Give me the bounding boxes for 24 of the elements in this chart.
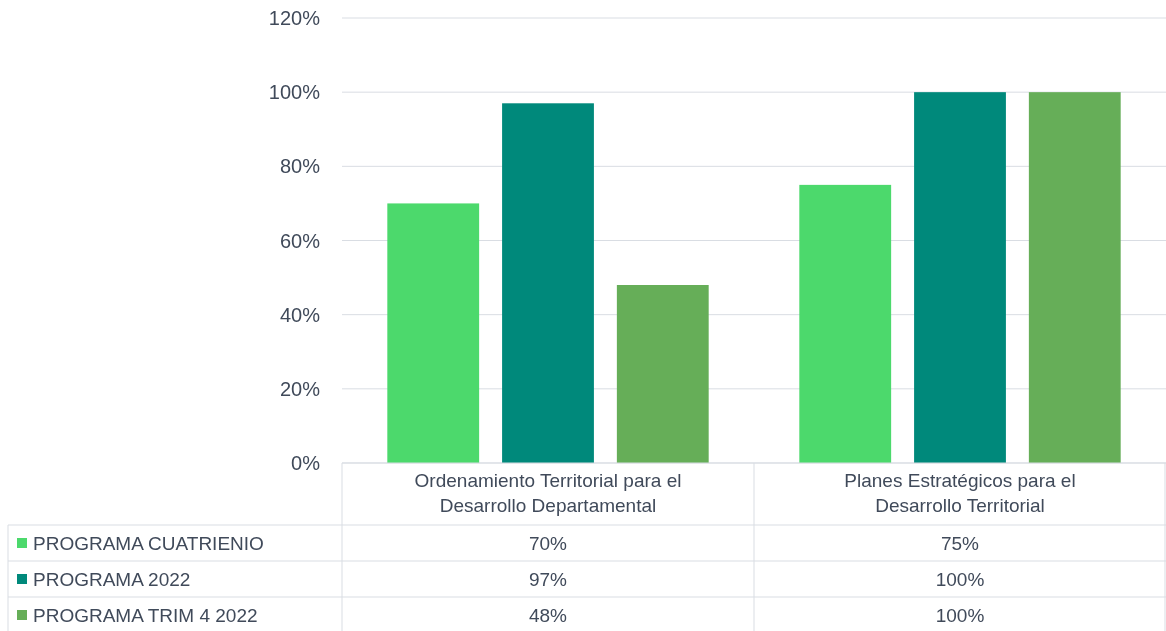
y-tick-label: 80% <box>279 155 321 178</box>
bar <box>914 92 1006 463</box>
data-label: 75% <box>940 532 980 554</box>
data-label: 97% <box>528 568 568 590</box>
y-tick-label: 0% <box>291 452 321 474</box>
bar <box>502 103 594 463</box>
legend-label: PROGRAMA TRIM 4 2022 <box>33 604 258 626</box>
data-label: 70% <box>528 532 568 554</box>
bar <box>616 285 709 463</box>
bar <box>799 184 892 463</box>
legend-label: PROGRAMA 2022 <box>33 568 191 590</box>
y-tick-label: 20% <box>279 377 321 400</box>
y-tick-label: 120% <box>268 7 321 29</box>
data-label: 48% <box>528 604 568 626</box>
y-tick-label: 60% <box>279 229 321 252</box>
y-tick-label: 40% <box>279 303 321 326</box>
data-label: 100% <box>935 604 985 626</box>
legend-label: PROGRAMA CUATRIENIO <box>33 532 264 554</box>
bar <box>387 203 480 463</box>
x-tick-label: Ordenamiento Territorial para el Desarrollo Departamental <box>414 470 682 516</box>
bar <box>1028 92 1121 463</box>
data-label: 100% <box>935 568 985 590</box>
x-tick-label: Planes Estratégicos para el Desarrollo Territorial <box>844 470 1076 516</box>
y-tick-label: 100% <box>268 81 321 104</box>
